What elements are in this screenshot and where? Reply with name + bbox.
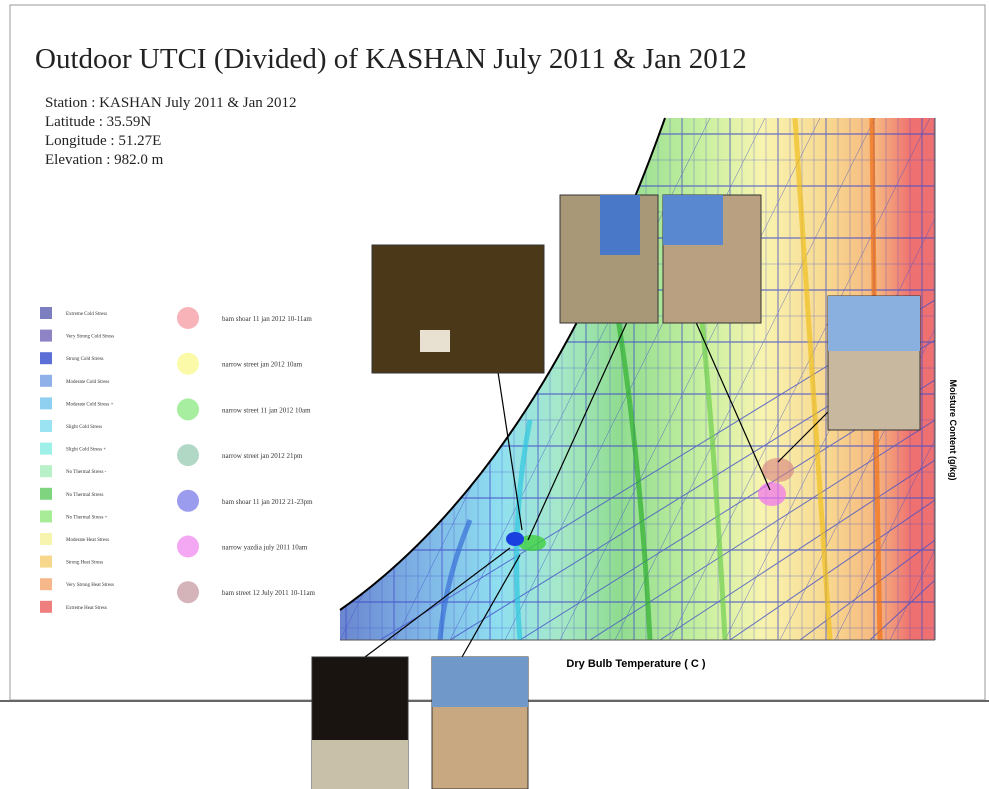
photo-sky — [432, 657, 528, 707]
point-cluster — [758, 482, 786, 506]
zone-label: Extreme Heat Stress — [66, 606, 107, 611]
zone-swatch — [40, 420, 52, 432]
photo — [372, 245, 544, 373]
zone-swatch — [40, 578, 52, 590]
title: Outdoor UTCI (Divided) of KASHAN July 20… — [35, 43, 747, 75]
measurement-marker — [177, 353, 199, 375]
station-line: Station : KASHAN July 2011 & Jan 2012 — [45, 95, 297, 111]
zone-swatch — [40, 601, 52, 613]
zone-label: Strong Heat Stress — [66, 561, 103, 566]
zone-label: Extreme Cold Stress — [66, 312, 107, 317]
photo-sky — [663, 195, 723, 245]
zone-swatch — [40, 375, 52, 387]
measurement-marker — [177, 398, 199, 420]
measurement-label: narrow street 11 jan 2012 10am — [222, 406, 311, 414]
measurement-label: narrow street jan 2012 10am — [222, 361, 303, 369]
point-cluster — [506, 532, 524, 546]
zone-label: Moderate Cold Stress + — [66, 402, 114, 407]
zone-label: No Thermal Stress + — [66, 515, 108, 520]
zone-swatch — [40, 443, 52, 455]
figure: Outdoor UTCI (Divided) of KASHAN July 20… — [0, 0, 989, 789]
photo-ground — [312, 740, 408, 789]
zone-label: Moderate Heat Stress — [66, 538, 109, 543]
measurement-label: narrow yazdia july 2011 10am — [222, 544, 308, 552]
zone-swatch — [40, 307, 52, 319]
photo-detail — [420, 330, 450, 352]
zone-label: Slight Cold Stress — [66, 425, 102, 430]
measurement-marker — [177, 536, 199, 558]
zone-label: Slight Cold Stress + — [66, 448, 106, 453]
photo-sky — [828, 296, 920, 351]
measurement-marker — [177, 307, 199, 329]
zone-swatch — [40, 510, 52, 522]
measurement-marker — [177, 490, 199, 512]
measurement-marker — [177, 581, 199, 603]
x-axis-label: Dry Bulb Temperature ( C ) — [566, 658, 705, 670]
station-line: Latitude : 35.59N — [45, 114, 151, 130]
zone-label: No Thermal Stress — [66, 493, 103, 498]
zone-label: Very Strong Heat Stress — [66, 583, 114, 588]
zone-label: Very Strong Cold Stress — [66, 335, 114, 340]
y-axis-label: Moisture Content (g/kg) — [948, 380, 958, 481]
zone-swatch — [40, 556, 52, 568]
measurement-label: narrow street jan 2012 21pm — [222, 452, 303, 460]
measurement-marker — [177, 444, 199, 466]
zone-swatch — [40, 397, 52, 409]
measurement-label: bam shoar 11 jan 2012 10-11am — [222, 315, 312, 323]
zone-swatch — [40, 330, 52, 342]
measurement-label: bam shoar 11 jan 2012 21-23pm — [222, 498, 313, 506]
station-line: Elevation : 982.0 m — [45, 152, 164, 168]
zone-label: No Thermal Stress - — [66, 470, 107, 475]
zone-swatch — [40, 352, 52, 364]
zone-swatch — [40, 533, 52, 545]
photo-sky — [600, 195, 640, 255]
measurement-label: bam street 12 July 2011 10-11am — [222, 589, 316, 597]
zone-label: Strong Cold Stress — [66, 357, 104, 362]
zone-swatch — [40, 488, 52, 500]
zone-label: Moderate Cold Stress — [66, 380, 109, 385]
station-line: Longitude : 51.27E — [45, 133, 161, 149]
zone-swatch — [40, 465, 52, 477]
